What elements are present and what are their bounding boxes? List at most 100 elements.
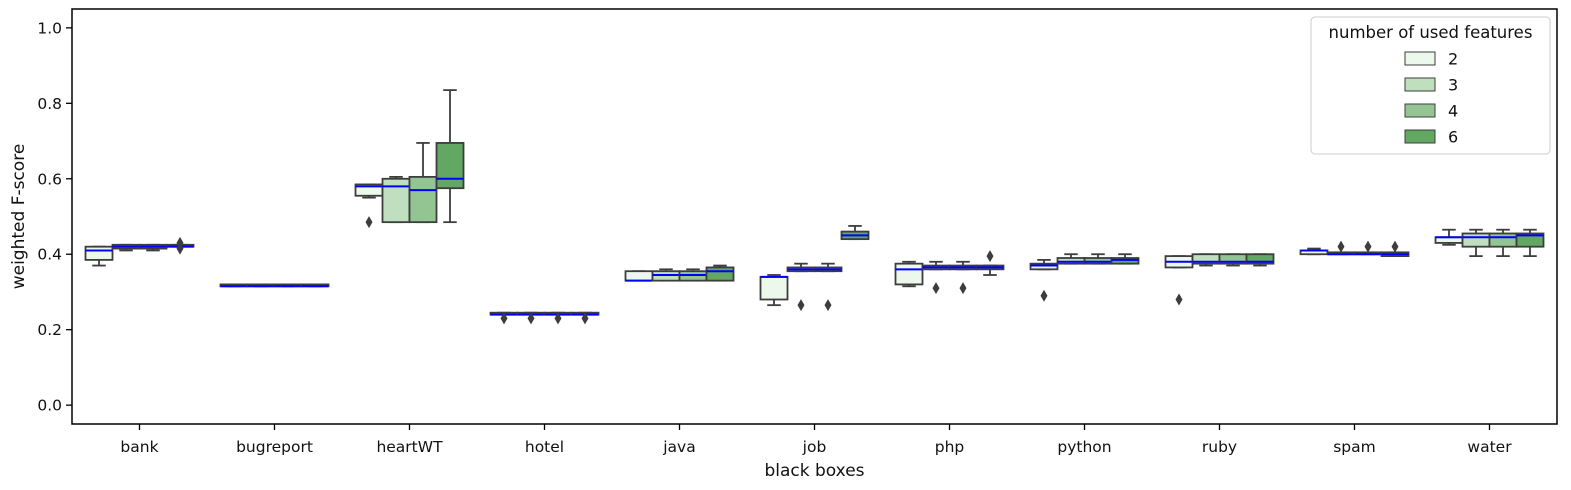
outlier-point <box>527 312 535 325</box>
iqr-box <box>894 262 924 286</box>
box-java-3 <box>651 268 681 282</box>
iqr-box <box>408 175 438 224</box>
box-python-6 <box>1110 253 1140 265</box>
box-bank-2 <box>84 245 114 267</box>
y-tick-label: 0.4 <box>37 246 62 264</box>
outlier-point <box>1040 289 1048 302</box>
box-java-2 <box>624 270 654 282</box>
box-bugreport-4 <box>273 283 303 288</box>
box-java-4 <box>678 268 708 282</box>
legend-label: 2 <box>1448 50 1458 69</box>
x-tick-label: bank <box>120 438 158 456</box>
legend-swatch <box>1404 129 1436 144</box>
outlier-point <box>500 312 508 325</box>
x-tick-label: hotel <box>525 438 564 456</box>
box-heartWT-2 <box>354 183 384 229</box>
x-tick-label: water <box>1467 438 1512 456</box>
legend-entry: 6 <box>1404 128 1458 147</box>
iqr-box <box>1488 232 1518 248</box>
box-heartWT-3 <box>381 175 411 224</box>
x-tick-label: java <box>662 438 695 456</box>
x-tick-label: heartWT <box>376 438 443 456</box>
box-php-3 <box>921 260 951 295</box>
outlier-point <box>581 312 589 325</box>
legend-title: number of used features <box>1329 23 1533 42</box>
box-spam-6 <box>1380 240 1410 258</box>
x-tick-label: bugreport <box>236 438 313 456</box>
y-axis-label: weighted F-score <box>9 144 29 290</box>
legend-swatch <box>1404 77 1436 92</box>
x-tick-label: php <box>935 438 965 456</box>
box-heartWT-6 <box>435 89 465 224</box>
y-tick-label: 0.0 <box>37 397 62 415</box>
box-bugreport-3 <box>246 283 276 288</box>
box-water-6 <box>1515 228 1545 258</box>
iqr-box <box>759 275 789 301</box>
outlier-point <box>554 312 562 325</box>
x-tick-label: ruby <box>1202 438 1237 456</box>
box-ruby-6 <box>1245 253 1275 267</box>
legend-swatch <box>1404 103 1436 118</box>
box-php-2 <box>894 260 924 288</box>
legend-entry: 3 <box>1404 76 1458 95</box>
box-bank-4 <box>138 243 168 252</box>
outlier-point <box>176 236 184 249</box>
box-ruby-3 <box>1191 253 1221 267</box>
iqr-box <box>1461 232 1491 248</box>
outlier-point <box>1391 240 1399 253</box>
boxes-layer <box>84 89 1545 325</box>
box-heartWT-4 <box>408 142 438 224</box>
iqr-box <box>381 177 411 224</box>
iqr-box <box>435 142 465 190</box>
box-hotel-3 <box>516 311 546 325</box>
legend-entry: 4 <box>1404 102 1458 121</box>
outlier-point <box>1337 240 1345 253</box>
legend-entries: 2 3 4 6 <box>1404 50 1458 147</box>
iqr-box <box>1245 253 1275 265</box>
box-ruby-4 <box>1218 253 1248 267</box>
iqr-box <box>84 245 114 261</box>
box-php-6 <box>975 250 1005 276</box>
iqr-box <box>705 266 735 282</box>
box-hotel-6 <box>570 311 600 325</box>
legend-entry: 2 <box>1404 50 1458 69</box>
box-job-2 <box>759 274 789 307</box>
box-bank-6 <box>165 236 195 255</box>
outlier-point <box>824 299 832 312</box>
y-tick-label: 0.6 <box>37 170 62 188</box>
iqr-box <box>624 270 654 282</box>
box-php-4 <box>948 260 978 295</box>
box-job-6 <box>840 225 870 241</box>
box-hotel-4 <box>543 311 573 325</box>
outlier-point <box>986 250 994 263</box>
legend-label: 3 <box>1448 76 1458 95</box>
outlier-point <box>932 282 940 295</box>
y-tick-label: 1.0 <box>37 19 62 37</box>
y-axis: 0.0 0.2 0.4 0.6 0.8 1.0 <box>37 19 72 415</box>
box-java-6 <box>705 264 735 282</box>
iqr-box <box>1515 232 1545 248</box>
y-tick-label: 0.8 <box>37 95 62 113</box>
box-python-2 <box>1029 258 1059 302</box>
box-job-4 <box>813 262 843 312</box>
box-bugreport-2 <box>219 283 249 288</box>
x-axis: bank bugreport heartWT hotel java job php pytho… <box>120 424 1512 456</box>
legend-label: 6 <box>1448 128 1458 147</box>
outlier-point <box>797 299 805 312</box>
box-bank-3 <box>111 243 141 252</box>
x-tick-label: spam <box>1333 438 1376 456</box>
box-bugreport-6 <box>300 283 330 288</box>
outlier-point <box>1175 293 1183 306</box>
legend: number of used features 2 3 4 6 <box>1310 16 1551 155</box>
legend-swatch <box>1404 51 1436 66</box>
outlier-point <box>959 282 967 295</box>
outlier-point <box>1364 240 1372 253</box>
x-tick-label: job <box>802 438 827 456</box>
box-water-3 <box>1461 228 1491 258</box>
y-tick-label: 0.2 <box>37 321 62 339</box>
outlier-point <box>365 216 373 229</box>
legend-label: 4 <box>1448 102 1458 121</box>
x-tick-label: python <box>1057 438 1111 456</box>
